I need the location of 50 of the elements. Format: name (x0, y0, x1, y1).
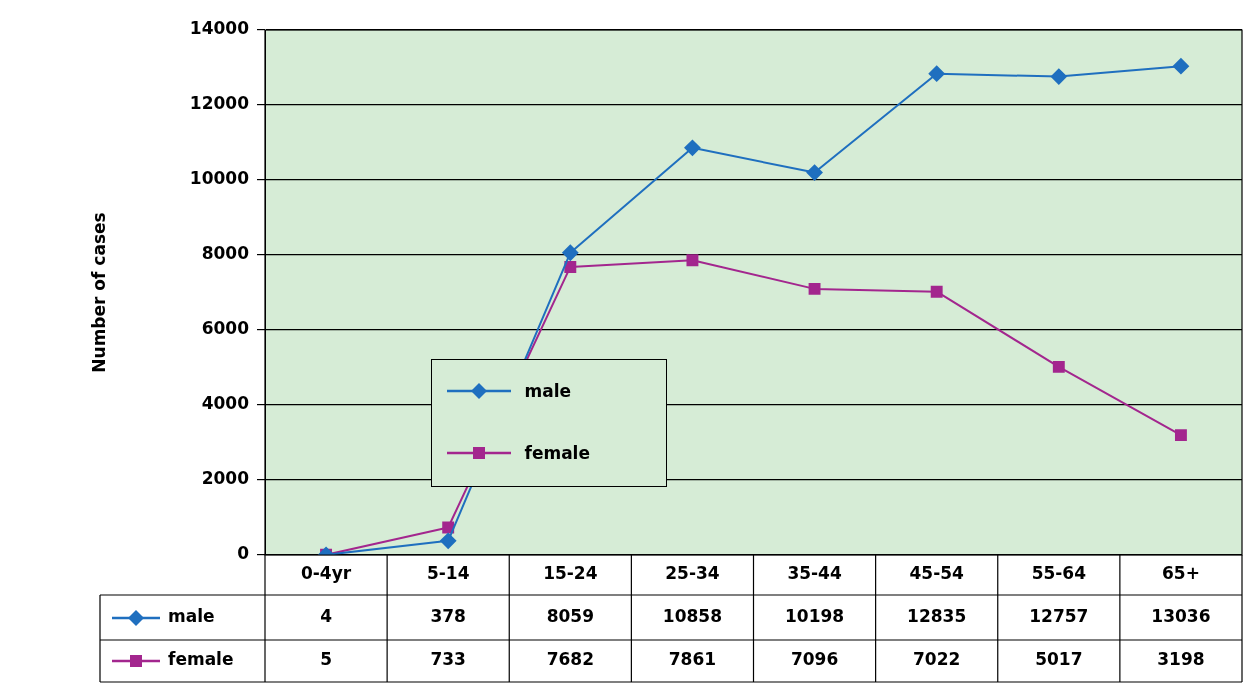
y-tick-label: 8000 (201, 243, 250, 264)
data-label: 4 (320, 605, 333, 626)
data-label: 733 (430, 649, 466, 670)
y-tick-label: 6000 (201, 318, 250, 339)
point (686, 254, 699, 267)
y-tick-label: 4000 (201, 393, 250, 414)
x-tick-label: 65+ (1161, 563, 1200, 584)
data-label: 12757 (1029, 605, 1089, 626)
y-tick-label: 2000 (201, 468, 250, 489)
y-tick-label: 14000 (189, 18, 250, 39)
point (1050, 68, 1067, 85)
data-label: 5017 (1035, 649, 1083, 670)
data-label: 10198 (784, 605, 845, 626)
data-label: 5 (320, 649, 332, 670)
y-tick-label: 12000 (189, 93, 250, 114)
x-tick-label: 5-14 (426, 563, 470, 584)
data-label: 7096 (790, 649, 839, 670)
point (1174, 429, 1187, 442)
x-tick-label: 25-34 (665, 563, 720, 584)
x-tick-label: 55-64 (1031, 563, 1087, 584)
data-label: 3198 (1157, 649, 1205, 670)
y-axis-title: Number of cases (88, 212, 109, 373)
text: female (168, 649, 234, 670)
point (1172, 58, 1189, 75)
legend-label: female (524, 441, 590, 464)
point (808, 282, 821, 295)
x-tick-label: 35-44 (787, 563, 842, 584)
data-label: 7682 (546, 649, 594, 670)
point (440, 532, 457, 549)
point (562, 244, 579, 261)
text: male (168, 605, 215, 626)
data-label: 13036 (1151, 605, 1211, 626)
point (928, 65, 945, 82)
data-label: 378 (430, 605, 466, 626)
data-label: 10858 (662, 605, 723, 626)
point (1052, 360, 1065, 373)
y-tick-label: 0 (237, 543, 250, 564)
data-label: 8059 (546, 605, 594, 626)
x-tick-label: 0-4yr (300, 563, 352, 584)
legend-label: male (524, 379, 572, 402)
y-tick-label: 10000 (189, 168, 250, 189)
point (684, 139, 701, 156)
x-tick-label: 45-54 (909, 563, 965, 584)
data-label: 12835 (907, 605, 967, 626)
x-tick-label: 15-24 (543, 563, 598, 584)
data-label: 7022 (913, 649, 961, 670)
point (806, 164, 823, 181)
point (564, 260, 577, 273)
point (930, 285, 943, 298)
data-label: 7861 (668, 649, 717, 670)
